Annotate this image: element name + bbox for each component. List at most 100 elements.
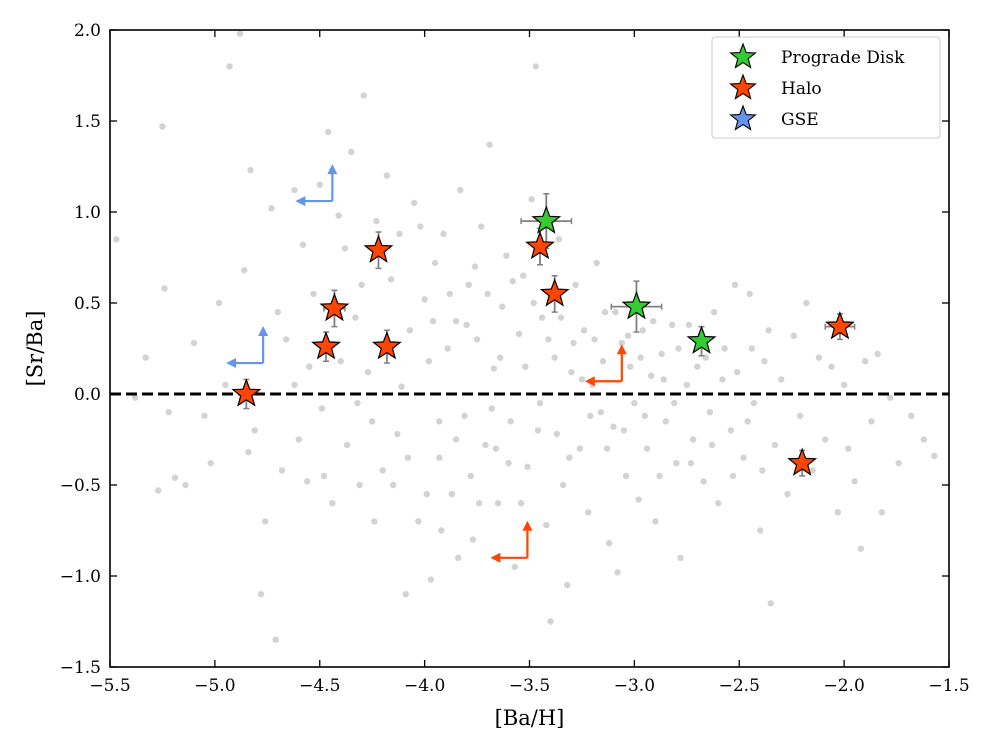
- background-point: [687, 459, 695, 467]
- background-point: [457, 186, 464, 194]
- background-point: [341, 245, 349, 252]
- background-point: [553, 430, 560, 438]
- background-point: [543, 521, 550, 529]
- background-point: [759, 467, 766, 474]
- background-point: [492, 445, 500, 452]
- background-point: [694, 363, 701, 370]
- background-point: [165, 409, 172, 416]
- background-point: [316, 181, 323, 188]
- background-point: [671, 399, 678, 407]
- background-point: [182, 481, 189, 489]
- background-point: [626, 363, 634, 370]
- background-point: [622, 472, 630, 480]
- background-point: [778, 376, 785, 383]
- background-point: [771, 441, 779, 449]
- background-point: [299, 241, 307, 248]
- legend-marker-halo: [729, 73, 757, 100]
- background-point: [618, 339, 625, 347]
- background-point: [207, 459, 214, 467]
- background-point: [291, 186, 298, 194]
- background-point: [415, 518, 422, 525]
- background-point: [710, 308, 718, 316]
- background-point: [719, 376, 726, 383]
- background-point: [784, 490, 791, 498]
- background-point: [356, 481, 363, 489]
- background-point: [503, 252, 510, 259]
- background-point: [251, 427, 258, 434]
- background-point: [658, 350, 665, 358]
- background-point: [488, 405, 495, 412]
- background-point: [545, 336, 552, 343]
- y-tick-label: 2.0: [74, 21, 101, 41]
- background-point: [245, 449, 252, 456]
- background-point: [482, 441, 489, 449]
- background-point: [861, 358, 869, 365]
- background-point: [257, 591, 265, 598]
- background-point: [530, 299, 537, 307]
- background-point: [452, 318, 460, 325]
- y-tick-label: −0.5: [60, 476, 101, 496]
- background-point: [467, 472, 474, 480]
- background-point: [282, 336, 290, 343]
- legend-star-icon: [729, 42, 757, 69]
- background-point: [335, 212, 342, 219]
- background-point: [815, 354, 823, 361]
- background-point: [727, 427, 735, 434]
- background-point: [673, 459, 680, 467]
- background-point: [402, 591, 409, 598]
- background-point: [761, 358, 768, 365]
- background-point: [532, 63, 539, 70]
- legend-star-icon: [729, 104, 757, 131]
- limit-arrow-left-head: [295, 196, 306, 207]
- background-point: [652, 518, 659, 525]
- x-tick-label: −2.0: [823, 676, 864, 696]
- limit-arrow-left-head: [490, 552, 501, 563]
- background-point: [131, 394, 139, 401]
- star-marker-halo: [371, 330, 402, 360]
- background-point: [306, 363, 313, 370]
- background-point: [683, 381, 691, 389]
- background-point: [685, 321, 693, 329]
- x-tick-label: −4.5: [299, 676, 340, 696]
- background-point: [431, 259, 439, 267]
- star-marker-halo: [319, 292, 350, 322]
- background-point: [471, 263, 479, 270]
- background-point: [767, 600, 774, 607]
- background-point: [465, 281, 472, 288]
- legend-star-icon: [729, 73, 757, 100]
- background-point: [440, 230, 447, 238]
- background-point: [398, 383, 405, 390]
- background-point: [389, 481, 397, 489]
- background-point: [570, 339, 577, 347]
- background-point: [364, 368, 372, 376]
- y-tick-label: −1.5: [60, 658, 101, 678]
- y-tick-label: 0.0: [74, 385, 101, 405]
- background-point: [236, 30, 244, 37]
- background-point: [396, 230, 403, 238]
- background-point: [348, 148, 355, 156]
- background-point: [555, 236, 563, 243]
- background-point: [499, 303, 506, 310]
- background-point: [536, 399, 544, 407]
- background-point: [410, 199, 418, 207]
- background-point: [668, 321, 676, 329]
- background-point: [171, 474, 179, 481]
- legend-label-halo: Halo: [781, 79, 822, 99]
- x-tick-label: −5.5: [89, 676, 130, 696]
- background-point: [473, 336, 481, 343]
- background-point: [851, 478, 858, 485]
- background-point: [828, 363, 835, 370]
- background-point: [748, 345, 756, 352]
- background-point: [247, 166, 254, 174]
- background-point: [568, 368, 575, 376]
- limit-arrow-up-head: [616, 344, 627, 355]
- background-point: [809, 467, 816, 474]
- background-point: [295, 436, 302, 443]
- background-point: [406, 327, 414, 334]
- background-point: [790, 332, 797, 339]
- background-point: [352, 314, 359, 321]
- background-point: [887, 394, 894, 401]
- background-point: [868, 418, 875, 425]
- legend-label-gse: GSE: [781, 110, 819, 130]
